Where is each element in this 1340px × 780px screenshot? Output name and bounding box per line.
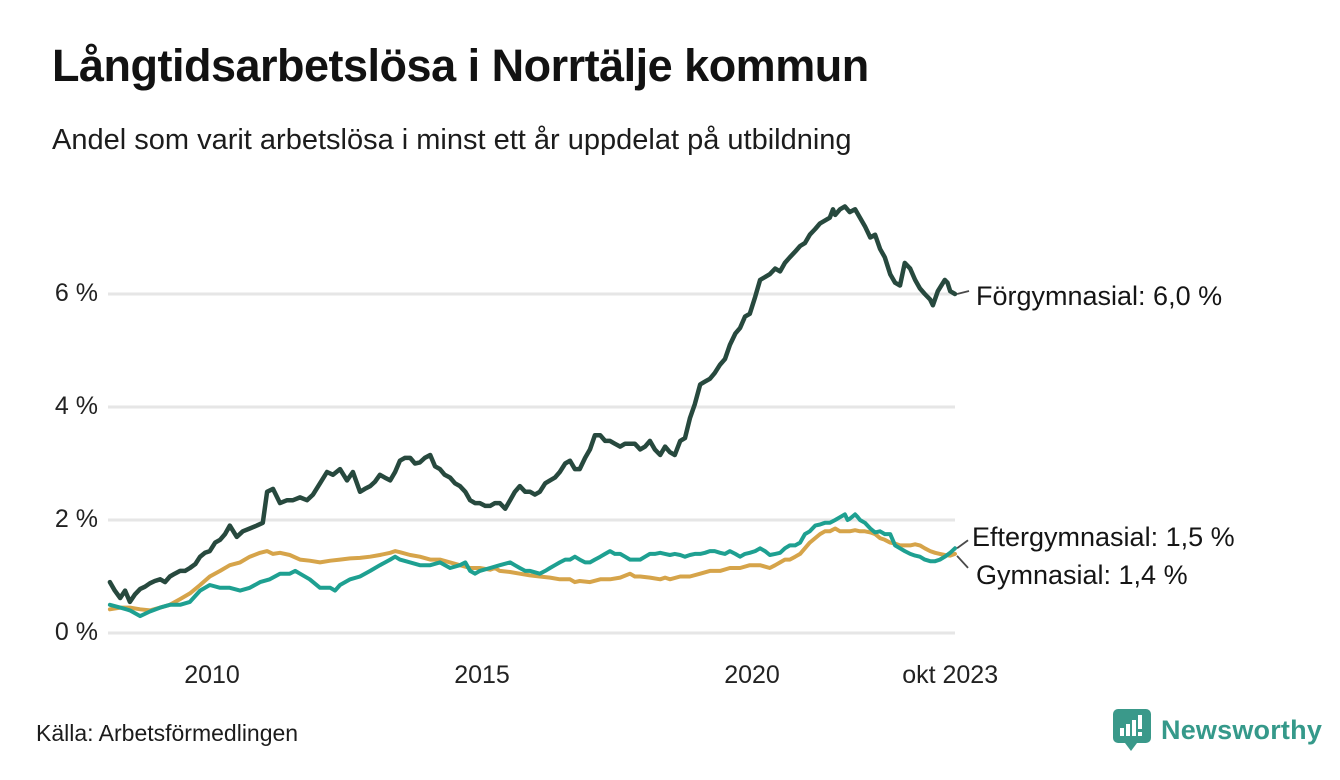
series-line-förgymnasial — [107, 204, 958, 605]
newsworthy-logo-icon — [1113, 709, 1151, 751]
series-label-forgymnasial: Förgymnasial: 6,0 % — [976, 281, 1223, 311]
series-label-gymnasial: Gymnasial: 1,4 % — [976, 560, 1188, 590]
label-connector — [956, 290, 970, 295]
label-connector — [956, 539, 969, 549]
y-axis-label: 0 % — [54, 618, 98, 646]
y-axis-label: 4 % — [54, 392, 98, 420]
line-chart — [107, 204, 970, 635]
page-title: Långtidsarbetslösa i Norrtälje kommun — [52, 40, 869, 91]
newsworthy-logo-text: Newsworthy — [1161, 714, 1323, 745]
y-axis-label: 6 % — [54, 279, 98, 307]
series-line-eftergymnasial — [107, 512, 957, 619]
x-axis-label: 2015 — [454, 661, 510, 689]
label-connector — [956, 555, 969, 569]
x-axis-label: 2010 — [184, 661, 240, 689]
source-note: Källa: Arbetsförmedlingen — [36, 720, 299, 746]
series-label-eftergymnasial: Eftergymnasial: 1,5 % — [972, 522, 1235, 552]
x-axis-label: okt 2023 — [902, 661, 999, 689]
page-subtitle: Andel som varit arbetslösa i minst ett å… — [52, 124, 852, 156]
series-line-gymnasial — [107, 526, 957, 613]
x-axis-label: 2020 — [724, 661, 780, 689]
newsworthy-logo: Newsworthy — [1112, 708, 1322, 752]
y-axis-label: 2 % — [54, 505, 98, 533]
